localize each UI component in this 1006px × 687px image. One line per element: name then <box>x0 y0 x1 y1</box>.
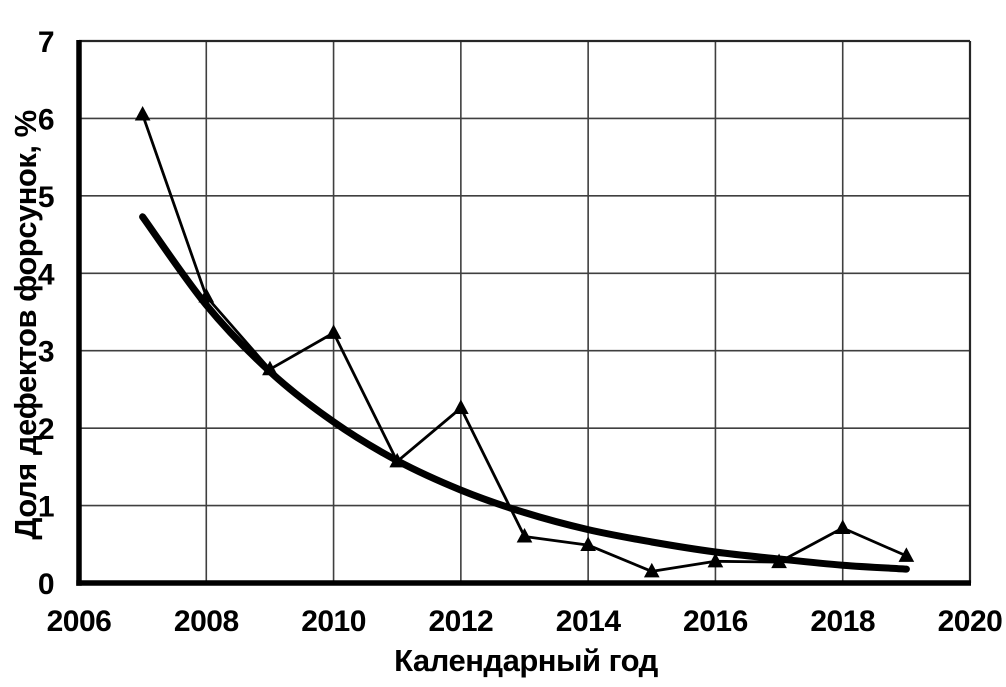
x-tick-label: 2012 <box>428 605 493 638</box>
data-point-marker <box>643 562 660 578</box>
data-point-marker <box>325 324 342 339</box>
y-axis-title: Доля дефектов форсунок, % <box>8 110 43 539</box>
x-tick-label: 2008 <box>174 605 239 638</box>
data-series-line <box>141 114 907 573</box>
x-tick-labels: 2006 2008 2010 2012 2014 2016 2018 2020 <box>47 605 1003 638</box>
y-tick-label: 7 <box>38 26 54 59</box>
y-tick-label: 3 <box>38 336 54 369</box>
data-point-marker <box>580 536 596 552</box>
data-point-marker <box>707 552 724 568</box>
y-tick-label: 2 <box>38 413 54 446</box>
x-tick-label: 2016 <box>683 605 748 638</box>
x-tick-label: 2014 <box>556 605 622 638</box>
data-point-marker <box>262 360 278 376</box>
x-axis-title: Календарный год <box>394 643 659 678</box>
x-tick-label: 2020 <box>938 605 1003 638</box>
data-point-marker <box>898 547 915 562</box>
data-point-marker <box>453 399 469 415</box>
x-tick-label: 2010 <box>301 605 366 638</box>
trend-curve-layer <box>139 213 910 573</box>
x-tick-label: 2006 <box>47 605 112 638</box>
data-markers-layer <box>134 106 915 578</box>
data-series-layer <box>141 114 907 573</box>
y-tick-label: 0 <box>38 568 54 601</box>
data-point-marker <box>516 527 533 543</box>
plot-frame <box>79 39 972 583</box>
data-point-marker <box>198 287 215 303</box>
data-point-marker <box>771 553 787 569</box>
data-point-marker <box>389 452 406 468</box>
trend-curve-path <box>139 213 910 573</box>
x-tick-label: 2018 <box>810 605 875 638</box>
y-tick-label: 4 <box>38 258 55 291</box>
y-tick-labels: 0 1 2 3 4 5 6 7 <box>38 26 56 601</box>
gridlines <box>79 41 970 583</box>
y-tick-label: 5 <box>38 181 54 214</box>
y-tick-label: 1 <box>38 491 54 524</box>
axes-layer <box>76 40 971 586</box>
y-tick-label: 6 <box>38 103 54 136</box>
data-point-marker <box>134 106 151 121</box>
data-point-marker <box>834 519 851 535</box>
